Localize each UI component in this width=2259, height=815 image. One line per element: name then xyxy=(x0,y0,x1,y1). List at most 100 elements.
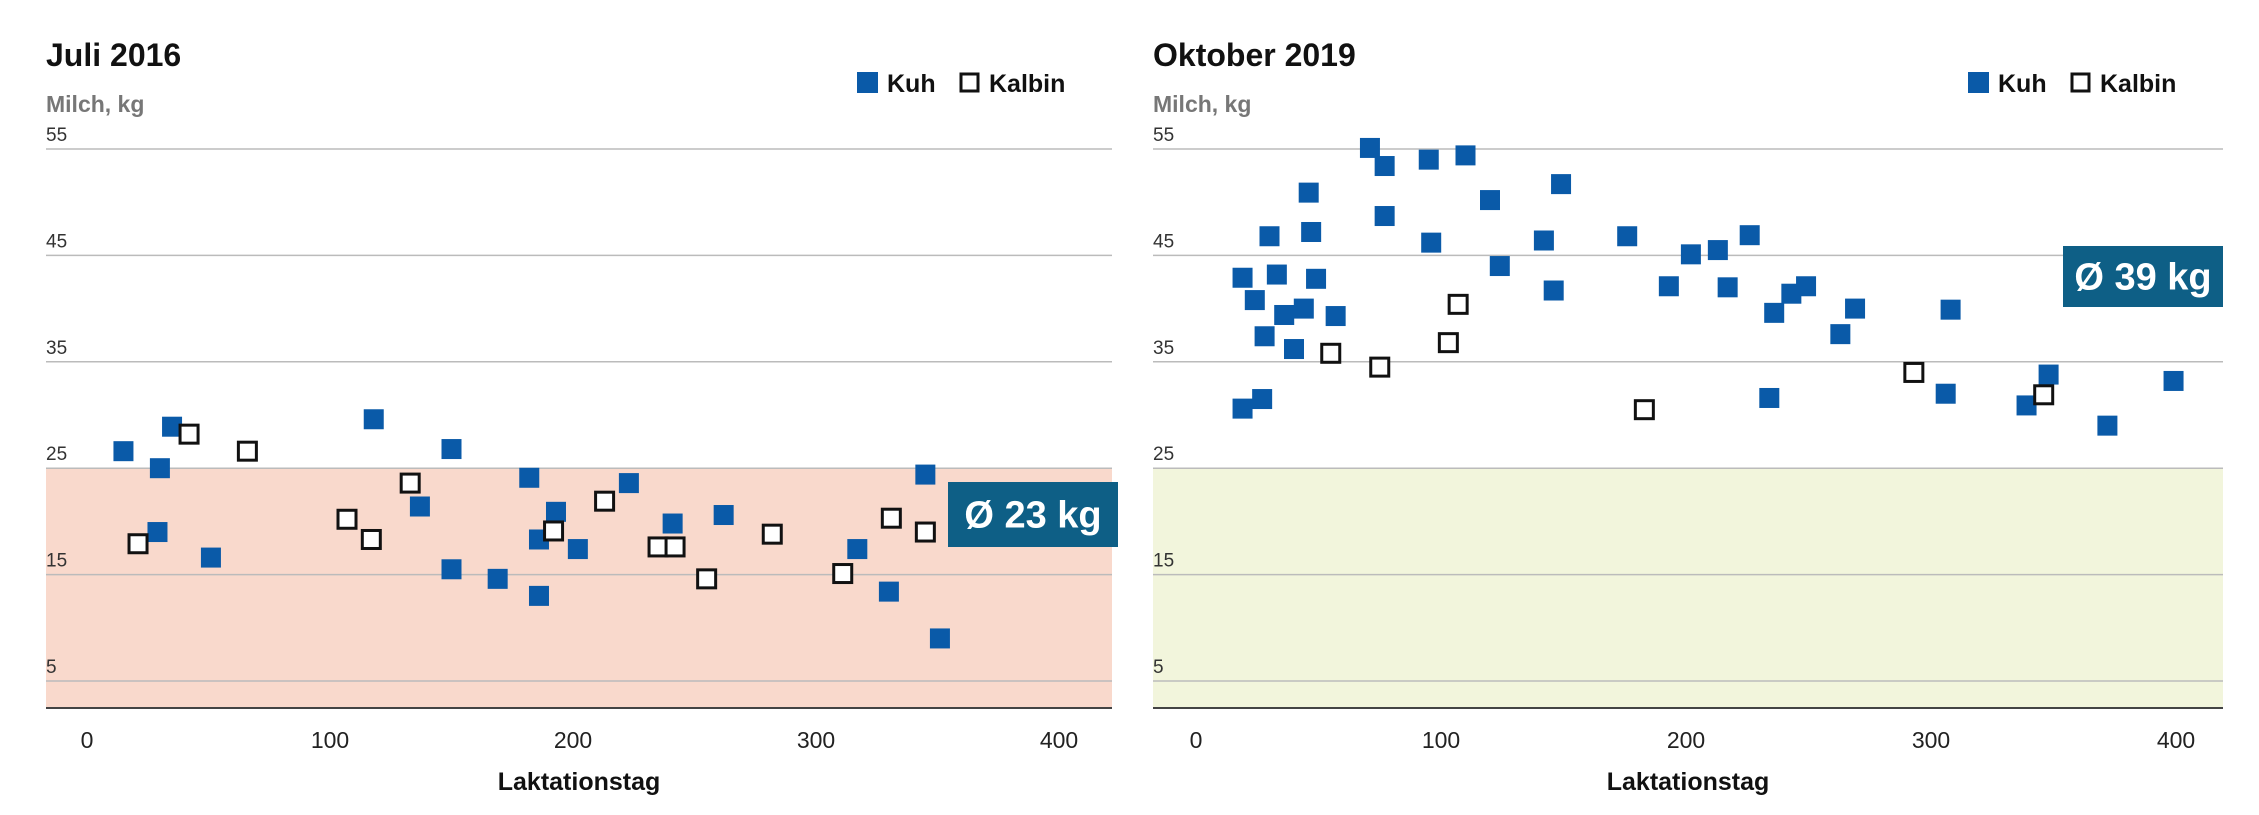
point-kuh xyxy=(878,581,899,602)
y-tick-label: 5 xyxy=(1153,657,1164,678)
x-tick-label: 400 xyxy=(2157,727,2195,753)
point-kuh xyxy=(1274,304,1295,325)
x-tick-label: 100 xyxy=(311,727,349,753)
point-kuh xyxy=(1421,232,1442,253)
point-kalbin xyxy=(178,423,200,445)
point-kalbin xyxy=(664,536,686,558)
point-kuh xyxy=(713,505,734,526)
point-kuh xyxy=(915,464,936,485)
point-kalbin xyxy=(1447,293,1469,315)
point-kalbin xyxy=(543,520,565,542)
point-kuh xyxy=(1707,240,1728,261)
point-kuh xyxy=(1658,276,1679,297)
point-kuh xyxy=(441,439,462,460)
y-axis-unit: Milch, kg xyxy=(46,91,144,117)
x-tick-label: 400 xyxy=(1040,727,1078,753)
point-kalbin xyxy=(1437,332,1459,354)
point-kalbin xyxy=(127,533,149,555)
y-tick-label: 45 xyxy=(46,231,67,252)
chart-panel-0: 5 15 25 35 45 55 0 100 200 300 400 Laktationstag Jul… xyxy=(46,37,1118,796)
legend-kuh-label: Kuh xyxy=(1998,70,2047,98)
chart-title: Juli 2016 xyxy=(46,37,181,73)
point-kuh xyxy=(1796,276,1817,297)
legend-kuh-marker xyxy=(857,72,878,93)
point-kuh xyxy=(1680,244,1701,265)
point-kuh xyxy=(618,473,639,494)
average-label: Ø 23 kg xyxy=(964,495,1101,537)
point-kuh xyxy=(1254,326,1275,347)
point-kuh xyxy=(1543,280,1564,301)
legend-kuh-marker xyxy=(1968,72,1989,93)
x-tick-label: 300 xyxy=(797,727,835,753)
average-label: Ø 39 kg xyxy=(2074,257,2211,299)
point-kuh xyxy=(2097,415,2118,436)
point-kuh xyxy=(1232,267,1253,288)
y-tick-label: 25 xyxy=(1153,444,1174,465)
x-tick-label: 0 xyxy=(1190,727,1203,753)
point-kuh xyxy=(409,496,430,517)
point-kalbin xyxy=(696,568,718,590)
point-kalbin xyxy=(236,440,258,462)
point-kuh xyxy=(847,539,868,560)
point-kuh xyxy=(519,467,540,488)
y-tick-label: 45 xyxy=(1153,231,1174,252)
point-kuh xyxy=(545,501,566,522)
point-kuh xyxy=(1232,398,1253,419)
legend-kalbin-marker xyxy=(2070,72,2091,93)
point-kuh xyxy=(487,568,508,589)
y-tick-label: 35 xyxy=(46,338,67,359)
point-kuh xyxy=(1301,221,1322,242)
point-kuh xyxy=(2038,364,2059,385)
point-kuh xyxy=(1717,277,1738,298)
point-kuh xyxy=(1266,264,1287,285)
point-kuh xyxy=(147,522,168,543)
y-tick-label: 5 xyxy=(46,657,57,678)
point-kuh xyxy=(1480,190,1500,211)
legend-kalbin-label: Kalbin xyxy=(2100,70,2176,98)
x-axis-title: Laktationstag xyxy=(1607,768,1770,796)
x-tick-label: 200 xyxy=(554,727,592,753)
point-kuh xyxy=(1306,268,1327,289)
point-kuh xyxy=(1617,226,1638,247)
point-kuh xyxy=(567,539,588,560)
point-kalbin xyxy=(761,523,783,545)
point-kuh xyxy=(200,547,221,568)
point-kuh xyxy=(1551,174,1572,195)
point-kuh xyxy=(1739,225,1760,246)
point-kuh xyxy=(2163,370,2184,391)
point-kuh xyxy=(1489,256,1510,277)
point-kalbin xyxy=(399,472,421,494)
y-tick-label: 35 xyxy=(1153,338,1174,359)
y-tick-label: 15 xyxy=(1153,551,1174,572)
point-kuh xyxy=(1455,145,1476,166)
target-band xyxy=(1153,468,2223,708)
y-tick-label: 55 xyxy=(1153,125,1174,146)
point-kuh xyxy=(1830,324,1851,345)
average-badge xyxy=(2063,246,2223,307)
point-kuh xyxy=(1533,230,1554,251)
y-tick-label: 25 xyxy=(46,444,67,465)
point-kuh xyxy=(1284,339,1304,360)
point-kalbin xyxy=(1320,342,1342,364)
point-kuh xyxy=(1845,298,1866,319)
point-kuh xyxy=(113,441,134,462)
point-kuh xyxy=(1259,226,1280,247)
average-badge xyxy=(948,482,1118,547)
point-kalbin xyxy=(880,507,902,529)
point-kuh xyxy=(662,513,683,534)
point-kuh xyxy=(1244,290,1265,311)
x-tick-label: 200 xyxy=(1667,727,1705,753)
point-kuh xyxy=(1374,156,1395,177)
point-kuh xyxy=(1374,206,1395,227)
point-kuh xyxy=(1359,137,1380,158)
x-axis-title: Laktationstag xyxy=(498,768,661,796)
point-kuh xyxy=(528,585,549,606)
point-kuh xyxy=(2016,395,2037,416)
chart-title: Oktober 2019 xyxy=(1153,37,1356,73)
x-tick-label: 100 xyxy=(1422,727,1460,753)
legend-kuh-label: Kuh xyxy=(887,70,936,98)
point-kuh xyxy=(441,559,462,580)
point-kalbin xyxy=(360,528,382,550)
point-kalbin xyxy=(914,521,936,543)
